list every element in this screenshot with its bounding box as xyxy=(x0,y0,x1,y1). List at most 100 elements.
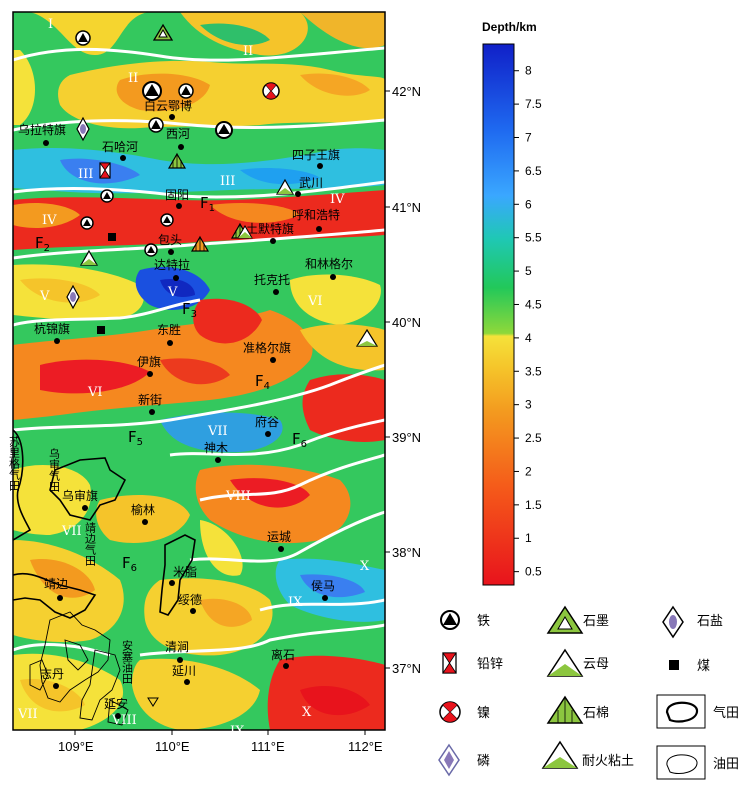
city-label: 固阳 xyxy=(165,188,189,202)
zone-label: II xyxy=(243,44,253,59)
map-frame xyxy=(12,11,386,731)
zone-label: II xyxy=(128,71,138,86)
city-label: 榆林 xyxy=(131,502,155,517)
coal-icon xyxy=(97,326,105,334)
graphite-icon xyxy=(152,23,174,41)
city-label: 志丹 xyxy=(40,667,64,681)
zone-label: VII xyxy=(207,424,228,439)
zone-label: III xyxy=(78,167,93,182)
city-label: 清涧 xyxy=(165,640,189,654)
zone-label: IX xyxy=(230,724,245,739)
iron-icon xyxy=(142,81,162,101)
legend-label: 石棉 xyxy=(583,706,609,721)
city-label: 托克托 xyxy=(254,273,290,287)
svg-text:F4: F4 xyxy=(255,372,270,392)
salt-icon xyxy=(66,284,80,310)
lat-label: 40°N xyxy=(392,315,421,330)
city-label: 和林格尔 xyxy=(305,256,353,271)
lead-zinc-icon xyxy=(99,162,111,179)
colorbar-tick-label: 1.5 xyxy=(525,498,542,512)
field-label: 靖边气田 xyxy=(84,522,97,566)
fault-labels: F1 F2 F3 F4 F5 F6 F6 xyxy=(35,194,307,574)
legend-phosphorus-icon xyxy=(438,743,460,777)
zone-label: III xyxy=(220,174,235,189)
colorbar-tick-label: 6.5 xyxy=(525,164,542,178)
legend-fireclay-icon xyxy=(541,740,579,769)
zone-label: X xyxy=(360,559,370,574)
gas-field-outlines xyxy=(13,429,196,619)
zone-boundaries xyxy=(13,46,385,657)
field-label: 苏里格气田 xyxy=(8,436,21,491)
svg-text:F3: F3 xyxy=(182,300,197,320)
axis-ticks xyxy=(74,90,390,735)
colorbar-tick-label: 7 xyxy=(525,131,532,145)
asbestos-icon xyxy=(190,235,210,252)
field-label: 乌审气田 xyxy=(48,447,61,492)
zone-label: V xyxy=(39,289,50,304)
colorbar-tick-label: 4.5 xyxy=(525,297,542,311)
legend-iron-icon xyxy=(440,610,460,630)
zone-label: VII xyxy=(61,524,82,539)
colorbar-tick-label: 8 xyxy=(525,64,532,78)
city-label: 延安 xyxy=(104,696,128,711)
iron-icon xyxy=(75,30,91,46)
depth-field xyxy=(13,12,385,730)
lat-label: 41°N xyxy=(392,200,421,215)
zone-label: VIII xyxy=(111,713,137,728)
legend-label: 煤 xyxy=(697,659,710,674)
city-label: 包头 xyxy=(158,233,182,247)
lat-label: 38°N xyxy=(392,545,421,560)
oil-field-outlines xyxy=(29,611,129,726)
iron-icon xyxy=(144,243,158,257)
legend-gas-field-icon xyxy=(656,694,706,729)
legend-label: 气田 xyxy=(713,705,739,721)
mica-icon xyxy=(275,178,295,195)
colorbar-tick-label: 2 xyxy=(525,464,532,478)
colorbar: Depth/km 8 7.5 7 6.5 6 5.5 5 4.5 4 3.5 3 2.5 2 1.5 1 0.… xyxy=(482,20,542,586)
city-label: 离石 xyxy=(271,647,295,662)
legend-coal-icon xyxy=(669,660,679,670)
colorbar-tick-label: 2.5 xyxy=(525,431,542,445)
fault-f6-south: F xyxy=(122,554,131,572)
fault-f6: F xyxy=(292,430,301,448)
city-label: 新街 xyxy=(138,392,162,407)
city-label: 侯马 xyxy=(311,579,335,593)
lat-label: 42°N xyxy=(392,84,421,99)
asbestos-icon xyxy=(167,152,187,169)
colorbar-tick-label: 5 xyxy=(525,264,532,278)
mica-icon xyxy=(79,249,99,266)
zone-label: VI xyxy=(307,294,323,309)
field-label: 安塞油田 xyxy=(121,639,134,684)
legend-mica-icon xyxy=(546,648,584,677)
svg-text:F6: F6 xyxy=(122,554,137,574)
colorbar-tick-label: 5.5 xyxy=(525,231,542,245)
legend-label: 铅锌 xyxy=(477,657,503,672)
iron-icon xyxy=(178,83,194,99)
marker-icon xyxy=(147,697,159,707)
legend-graphite-icon xyxy=(546,605,584,634)
iron-icon xyxy=(160,213,174,227)
legend: 铁 石墨 石盐 铅锌 云母 煤 镍 石棉 气田 磷 耐火粘土 油田 xyxy=(438,605,739,780)
colorbar-tick-label: 1 xyxy=(525,531,532,545)
city-label: 乌拉特旗 xyxy=(18,122,66,137)
nickel-icon xyxy=(262,82,280,100)
city-label: 准格尔旗 xyxy=(243,340,291,355)
mica-icon xyxy=(237,225,253,239)
legend-lead-zinc-icon xyxy=(442,652,457,674)
legend-label: 石盐 xyxy=(697,614,723,629)
legend-asbestos-icon xyxy=(546,695,584,724)
zone-label: I xyxy=(48,17,53,32)
zone-label: IX xyxy=(288,595,303,610)
svg-text:F5: F5 xyxy=(128,428,143,448)
zone-label: IV xyxy=(42,213,57,228)
svg-text:F2: F2 xyxy=(35,234,50,254)
legend-label: 耐火粘土 xyxy=(582,754,634,769)
city-label: 呼和浩特 xyxy=(292,207,340,222)
iron-icon xyxy=(148,117,164,133)
zone-label: VI xyxy=(87,385,103,400)
city-label: 武川 xyxy=(299,176,323,190)
zone-label: V xyxy=(167,285,178,300)
zone-label: VII xyxy=(17,707,38,722)
fault-f1: F xyxy=(200,194,209,212)
lon-label: 110°E xyxy=(155,739,190,754)
